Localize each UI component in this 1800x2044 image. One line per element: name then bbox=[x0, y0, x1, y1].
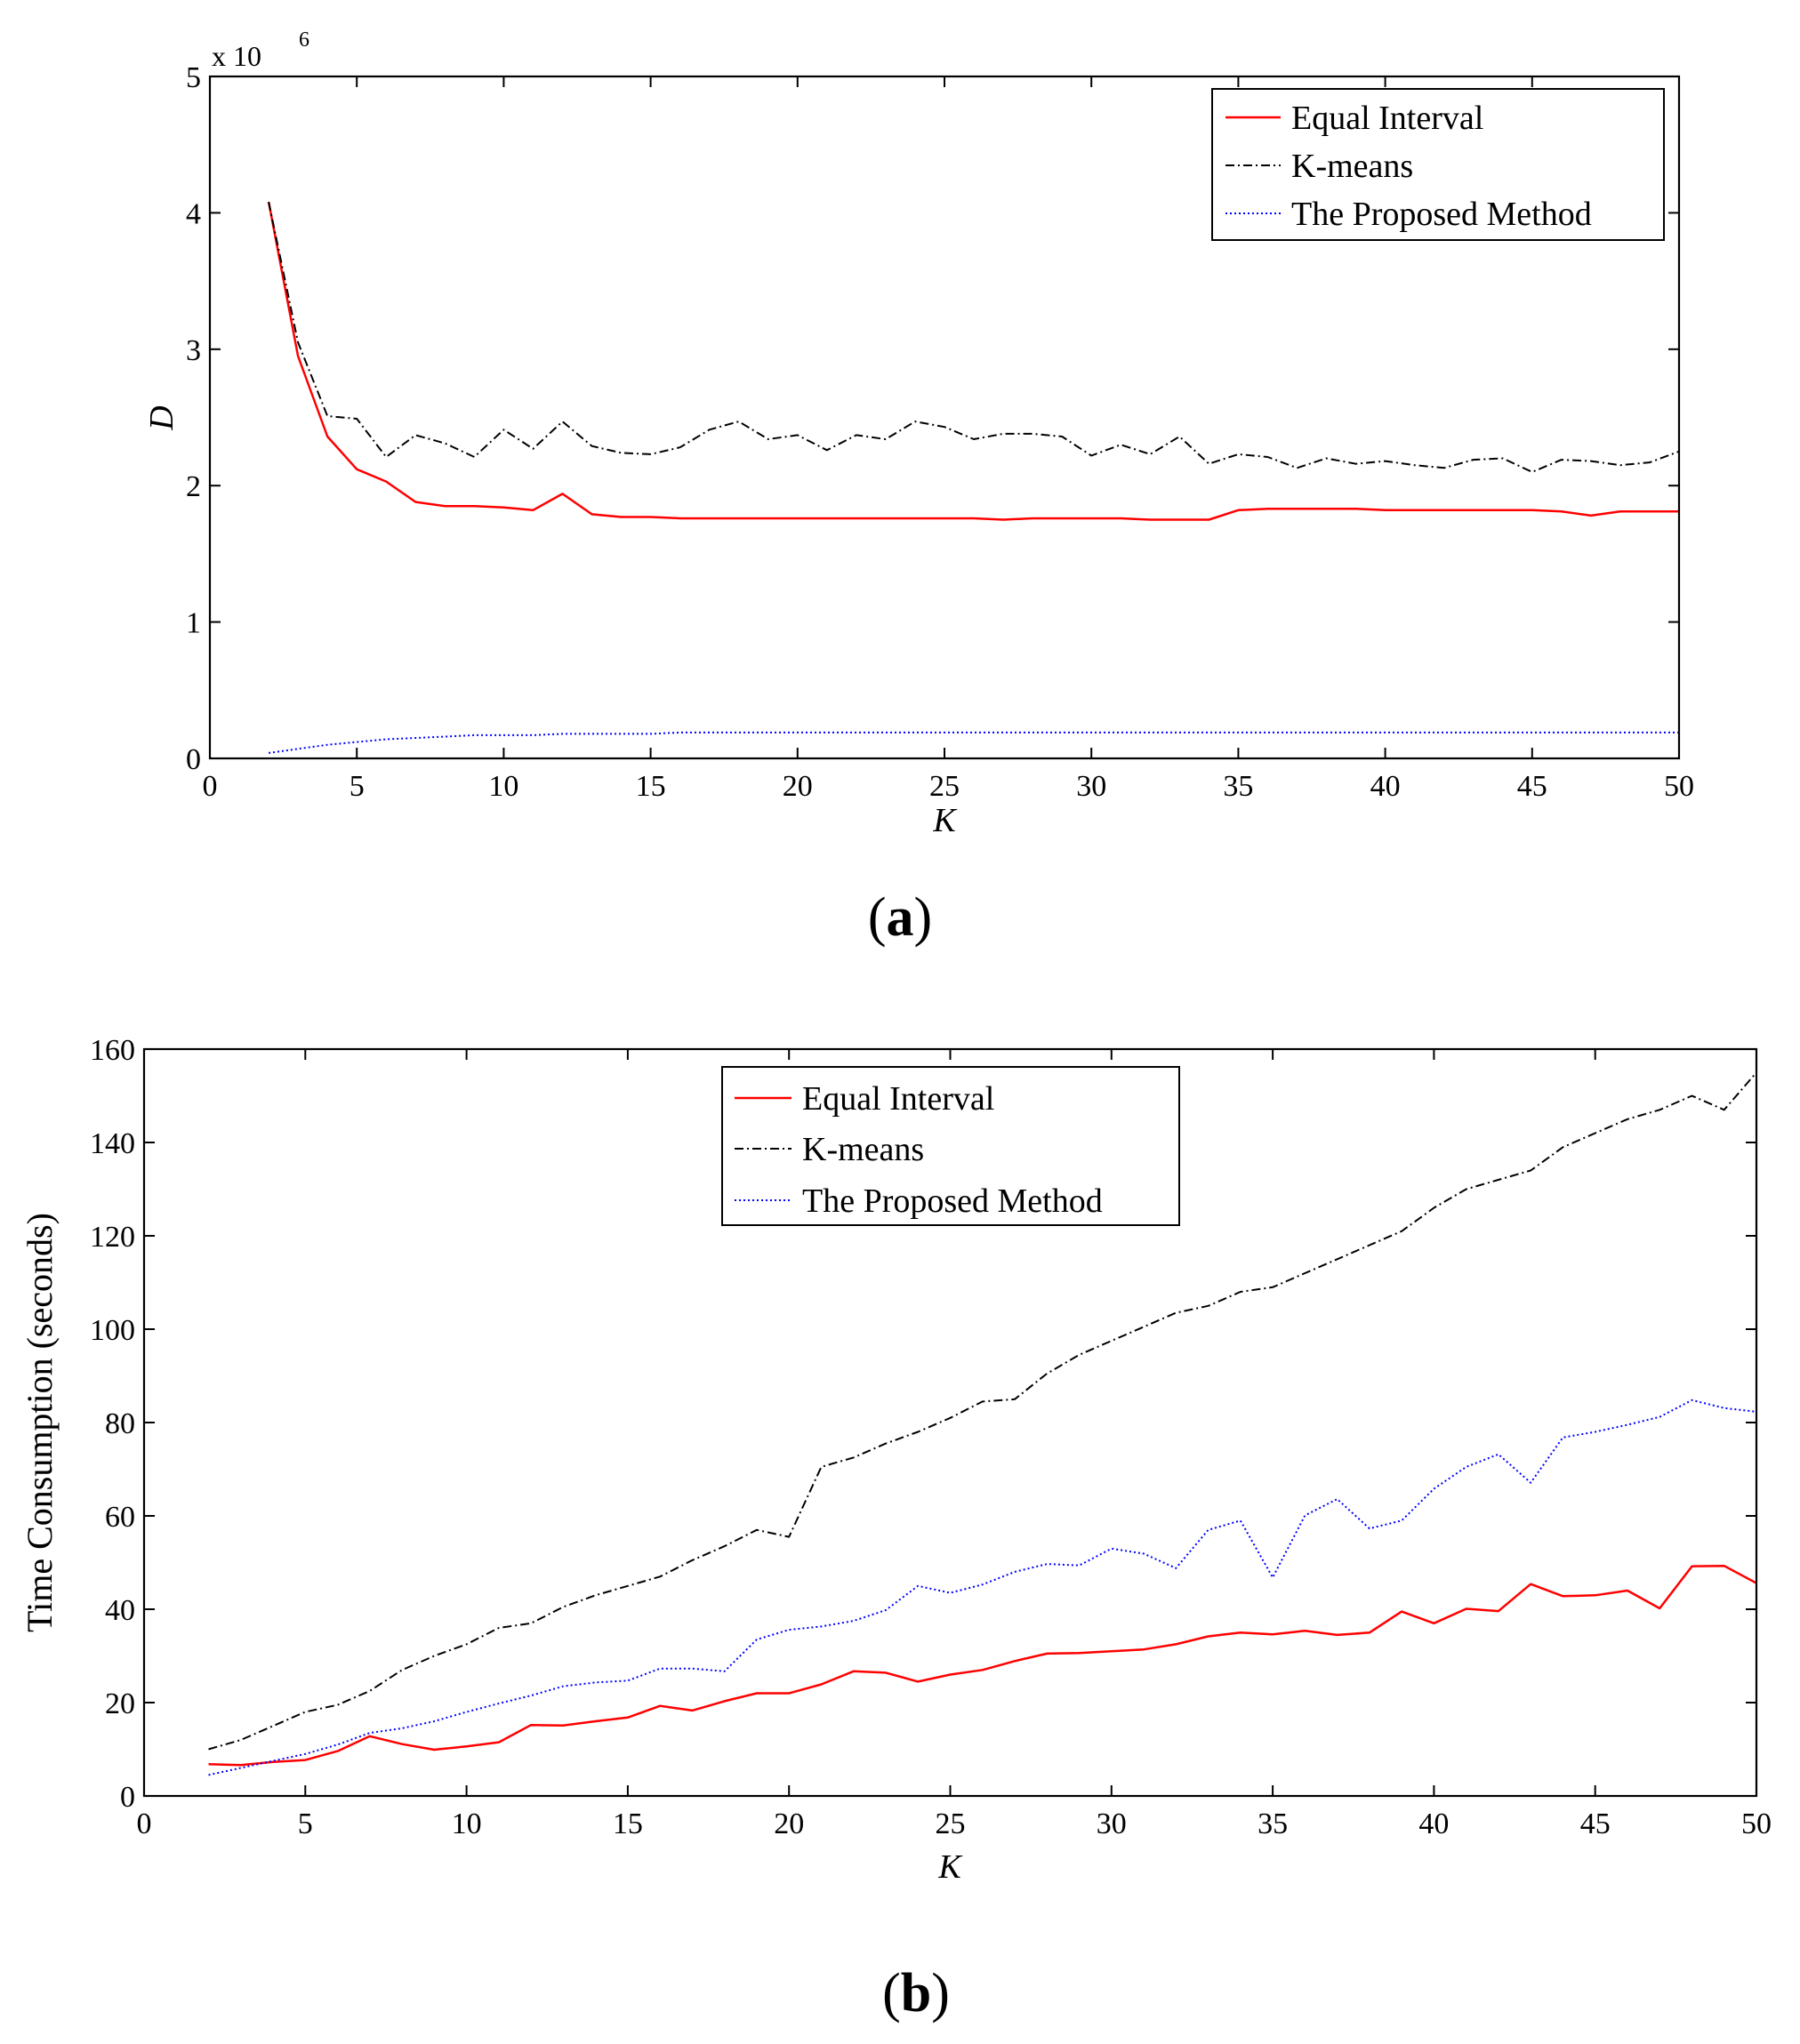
panel-a-caption-letter: a bbox=[887, 887, 914, 948]
panel-b-legend: Equal Interval K-means The Proposed Meth… bbox=[721, 1066, 1180, 1226]
panel-b-y-axis-label: Time Consumption (seconds) bbox=[20, 1213, 60, 1632]
panel-a-series-line-the-proposed-method bbox=[268, 731, 1679, 754]
panel-b-x-axis-label: K bbox=[937, 1848, 962, 1886]
panel-b-y-tick-label: 160 bbox=[90, 1034, 135, 1067]
panel-b-series-line-equal-interval bbox=[208, 1564, 1757, 1767]
panel-b-x-tick-label: 45 bbox=[1580, 1808, 1611, 1840]
panel-a-x-tick-label: 30 bbox=[1076, 770, 1106, 803]
panel-b-y-tick-label: 80 bbox=[105, 1407, 135, 1440]
panel-a-x-tick-label: 20 bbox=[783, 770, 813, 803]
panel-a-legend-label-k-means: K-means bbox=[1291, 148, 1413, 185]
panel-a-legend: Equal Interval K-means The Proposed Meth… bbox=[1211, 88, 1665, 241]
panel-a-y-tick-label: 2 bbox=[186, 470, 201, 503]
panel-b-y-tick-label: 40 bbox=[105, 1594, 135, 1627]
panel-a-legend-box bbox=[1211, 88, 1665, 241]
panel-b-chart: 0 5 10 15 20 25 30 35 40 45 50 0 20 40 60 80 100 120 140 16… bbox=[20, 1034, 1772, 1886]
panel-a-x-tick-label: 40 bbox=[1370, 770, 1401, 803]
panel-b-series-line-the-proposed-method bbox=[208, 1399, 1757, 1776]
panel-a-y-tick-label: 5 bbox=[186, 61, 201, 94]
panel-b-y-tick-label: 0 bbox=[120, 1781, 135, 1814]
panel-a-x-tick-label: 45 bbox=[1517, 770, 1547, 803]
panel-a-legend-label-proposed-method: The Proposed Method bbox=[1291, 196, 1592, 233]
panel-b-y-tick-label: 60 bbox=[105, 1501, 135, 1534]
panel-a-legend-label-equal-interval: Equal Interval bbox=[1291, 100, 1483, 137]
panel-a-y-tick-label: 4 bbox=[186, 197, 201, 230]
panel-b-y-tick-label: 100 bbox=[90, 1314, 135, 1347]
panel-a-x-tick-label: 0 bbox=[203, 770, 218, 803]
panel-a-x-tick-label: 25 bbox=[929, 770, 960, 803]
panel-a-x-tick-label: 50 bbox=[1664, 770, 1694, 803]
panel-b-x-tick-label: 5 bbox=[298, 1808, 313, 1840]
panel-a-x-tick-label: 15 bbox=[636, 770, 666, 803]
panel-b-x-tick-label: 15 bbox=[613, 1808, 643, 1840]
panel-b-series-group bbox=[208, 1071, 1757, 1776]
panel-b-x-tick-label: 30 bbox=[1097, 1808, 1127, 1840]
panel-a-series-group bbox=[267, 201, 1680, 754]
panel-b-caption: (b) bbox=[882, 1963, 950, 2024]
panel-b-x-tick-label: 25 bbox=[936, 1808, 966, 1840]
panel-b-x-tick-label: 35 bbox=[1258, 1808, 1288, 1840]
panel-a-y-tick-label: 0 bbox=[186, 743, 201, 776]
panel-b-y-tick-label: 120 bbox=[90, 1221, 135, 1254]
panel-b-x-tick-label: 10 bbox=[452, 1808, 482, 1840]
panel-b-x-tick-label: 0 bbox=[137, 1808, 152, 1840]
panel-a-y-exponent-power: 6 bbox=[299, 28, 309, 52]
panel-b-legend-label-k-means: K-means bbox=[802, 1131, 924, 1168]
panel-b-x-tick-label: 40 bbox=[1418, 1808, 1449, 1840]
panel-a-y-tick-label: 1 bbox=[186, 607, 201, 640]
panel-b-legend-label-proposed-method: The Proposed Method bbox=[802, 1182, 1103, 1220]
panel-b-caption-letter: b bbox=[901, 1963, 931, 2024]
panel-b-legend-label-equal-interval: Equal Interval bbox=[802, 1080, 994, 1118]
panel-b-x-tick-label: 50 bbox=[1741, 1808, 1772, 1840]
panel-a-series-line-equal-interval bbox=[267, 201, 1679, 521]
panel-a-x-tick-label: 10 bbox=[488, 770, 518, 803]
panel-b-legend-box bbox=[721, 1066, 1180, 1226]
panel-a-y-exponent-base: x 10 bbox=[212, 40, 261, 72]
panel-a-x-tick-label: 35 bbox=[1223, 770, 1253, 803]
panel-b-series-line-k-means bbox=[208, 1071, 1757, 1751]
panel-a-y-axis-label: D bbox=[143, 405, 181, 430]
panel-b-y-tick-label: 20 bbox=[105, 1687, 135, 1720]
panel-b-x-tick-label: 20 bbox=[774, 1808, 804, 1840]
panel-a-series-line-k-means bbox=[268, 201, 1680, 473]
panel-b-ticks-group: 0 5 10 15 20 25 30 35 40 45 50 0 20 40 60 80 100 120 140 16… bbox=[90, 1034, 1772, 1840]
panel-b-y-tick-label: 140 bbox=[90, 1127, 135, 1160]
panel-a-x-tick-label: 5 bbox=[350, 770, 365, 803]
panel-a-y-tick-label: 3 bbox=[186, 334, 201, 367]
panel-a-caption: (a) bbox=[868, 887, 932, 948]
panel-a-x-axis-label: K bbox=[932, 802, 957, 839]
